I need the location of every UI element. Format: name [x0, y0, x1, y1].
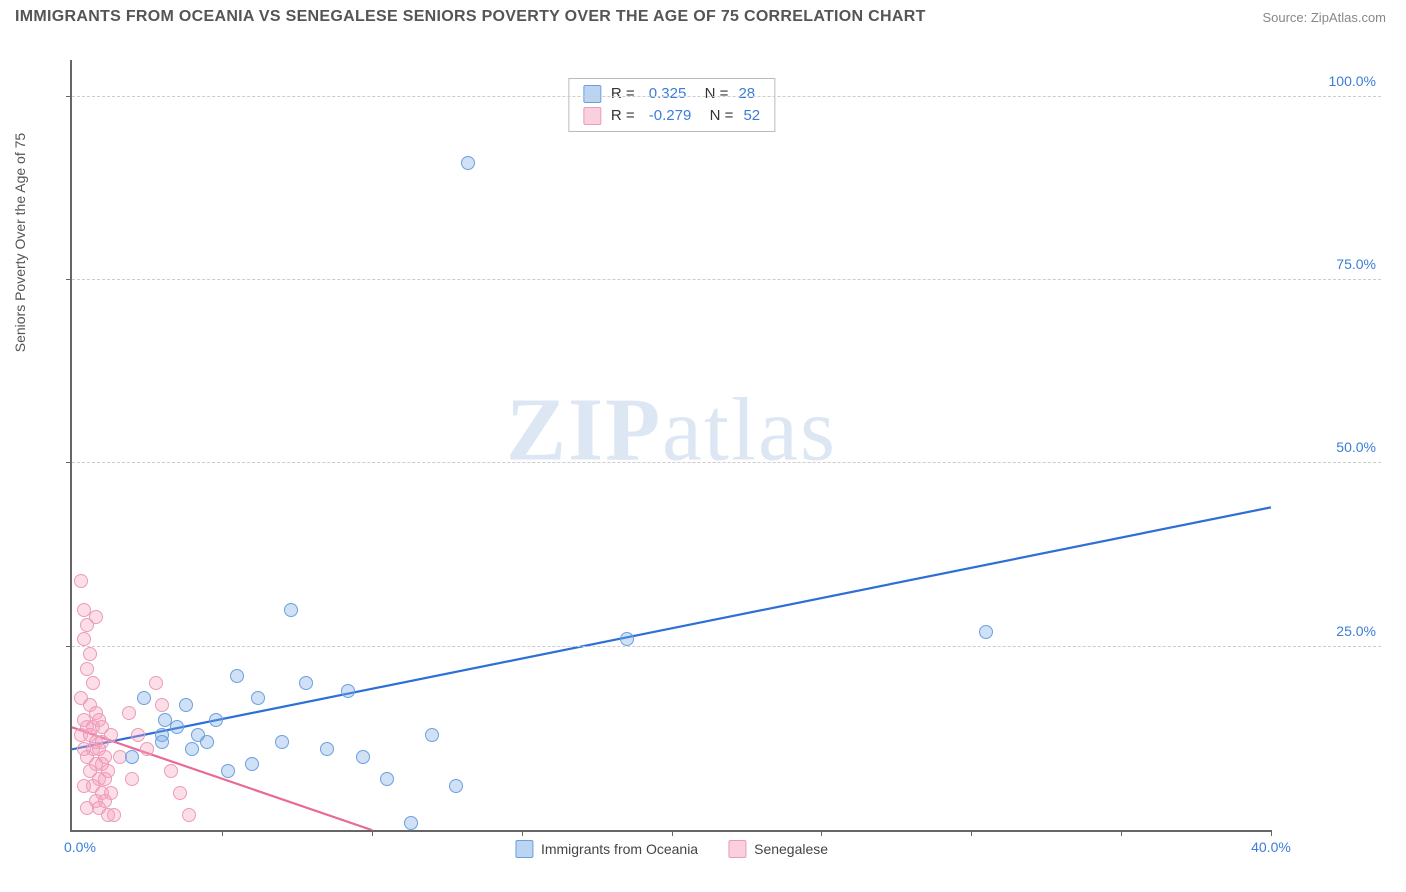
y-tick-label: 50.0%	[1276, 439, 1376, 455]
data-point	[356, 750, 370, 764]
data-point	[320, 742, 334, 756]
x-origin-label: 0.0%	[64, 839, 96, 855]
data-point	[179, 698, 193, 712]
data-point	[80, 662, 94, 676]
x-tick	[222, 830, 223, 836]
x-tick-label: 40.0%	[1251, 839, 1291, 855]
data-point	[404, 816, 418, 830]
data-point	[83, 647, 97, 661]
trend-lines-svg	[72, 60, 1271, 830]
data-point	[185, 742, 199, 756]
data-point	[200, 735, 214, 749]
data-point	[155, 735, 169, 749]
data-point	[341, 684, 355, 698]
data-point	[221, 764, 235, 778]
legend-row-pink: R = -0.279 N = 52	[583, 105, 760, 127]
y-tick-label: 75.0%	[1276, 256, 1376, 272]
data-point	[149, 676, 163, 690]
data-point	[131, 728, 145, 742]
x-tick	[821, 830, 822, 836]
data-point	[89, 610, 103, 624]
r-value-blue: 0.325	[649, 83, 687, 105]
legend-item-oceania: Immigrants from Oceania	[515, 840, 698, 858]
source-label: Source: ZipAtlas.com	[1262, 10, 1386, 25]
data-point	[140, 742, 154, 756]
swatch-blue-icon	[515, 840, 533, 858]
data-point	[77, 632, 91, 646]
y-tick-label: 25.0%	[1276, 623, 1376, 639]
n-value-blue: 28	[738, 83, 755, 105]
x-tick	[522, 830, 523, 836]
data-point	[137, 691, 151, 705]
data-point	[173, 786, 187, 800]
data-point	[122, 706, 136, 720]
n-value-pink: 52	[743, 105, 760, 127]
x-tick	[1271, 830, 1272, 836]
legend-label-oceania: Immigrants from Oceania	[541, 841, 698, 857]
legend-row-blue: R = 0.325 N = 28	[583, 83, 760, 105]
data-point	[251, 691, 265, 705]
watermark-text: ZIPatlas	[506, 378, 837, 481]
x-tick	[1121, 830, 1122, 836]
gridline-h	[72, 462, 1381, 463]
data-point	[230, 669, 244, 683]
gridline-h	[72, 279, 1381, 280]
y-axis-label: Seniors Poverty Over the Age of 75	[12, 132, 28, 351]
data-point	[979, 625, 993, 639]
data-point	[98, 772, 112, 786]
data-point	[275, 735, 289, 749]
correlation-legend: R = 0.325 N = 28 R = -0.279 N = 52	[568, 78, 775, 132]
data-point	[125, 750, 139, 764]
data-point	[245, 757, 259, 771]
x-tick	[372, 830, 373, 836]
data-point	[299, 676, 313, 690]
data-point	[209, 713, 223, 727]
data-point	[284, 603, 298, 617]
swatch-pink-icon	[728, 840, 746, 858]
chart-container: Seniors Poverty Over the Age of 75 ZIPat…	[50, 45, 1381, 862]
data-point	[155, 698, 169, 712]
x-tick	[672, 830, 673, 836]
gridline-h	[72, 96, 1381, 97]
swatch-blue	[583, 85, 601, 103]
data-point	[74, 574, 88, 588]
swatch-pink	[583, 107, 601, 125]
data-point	[107, 808, 121, 822]
data-point	[449, 779, 463, 793]
data-point	[158, 713, 172, 727]
gridline-h	[72, 646, 1381, 647]
data-point	[125, 772, 139, 786]
scatter-plot: ZIPatlas R = 0.325 N = 28 R = -0.279 N =…	[70, 60, 1271, 832]
legend-label-senegalese: Senegalese	[754, 841, 828, 857]
chart-title: IMMIGRANTS FROM OCEANIA VS SENEGALESE SE…	[15, 8, 926, 26]
y-tick-label: 100.0%	[1276, 73, 1376, 89]
data-point	[425, 728, 439, 742]
data-point	[461, 156, 475, 170]
data-point	[620, 632, 634, 646]
r-value-pink: -0.279	[649, 105, 692, 127]
data-point	[380, 772, 394, 786]
legend-item-senegalese: Senegalese	[728, 840, 828, 858]
data-point	[86, 676, 100, 690]
data-point	[170, 720, 184, 734]
data-point	[104, 728, 118, 742]
data-point	[182, 808, 196, 822]
data-point	[164, 764, 178, 778]
x-tick	[971, 830, 972, 836]
bottom-legend: Immigrants from Oceania Senegalese	[515, 840, 828, 858]
